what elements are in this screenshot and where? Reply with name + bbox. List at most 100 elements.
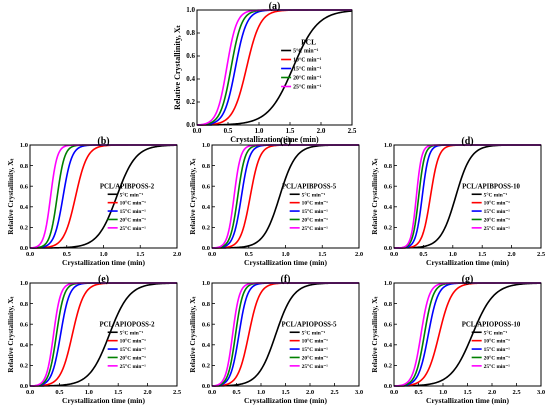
y-tick-label: 1.0 [20, 142, 28, 149]
series-line [211, 282, 359, 387]
x-tick-label: 0.5 [419, 251, 428, 258]
panel-letter: (g) [462, 274, 474, 285]
y-tick-label: 0.6 [186, 52, 195, 60]
y-tick-label: 0.6 [20, 321, 29, 328]
y-tick-label: 0.0 [384, 383, 392, 390]
y-tick-label: 0.2 [384, 363, 392, 370]
series-line [29, 144, 177, 249]
legend-label: 10°C min⁻¹ [120, 338, 147, 345]
x-tick-label: 1.0 [85, 389, 93, 396]
y-tick-label: 0.6 [384, 321, 393, 328]
panel-d: 0.0 0.5 1.0 1.5 2.0 2.50.00.20.40.60.81.0Crys… [371, 136, 546, 267]
legend-label: 25°C min⁻¹ [302, 363, 329, 370]
legend-label: 25°C min⁻¹ [484, 225, 511, 232]
panel-a: 0.0 0.5 1.0 1.5 2.0 2.50.00.20.40.60.81.0Crys… [173, 1, 357, 144]
legend-label: 25°C min⁻¹ [120, 225, 147, 232]
plot-frame [196, 9, 353, 126]
x-axis-label: Crystallization time (min) [426, 396, 509, 405]
legend-label: 20°C min⁻¹ [302, 354, 329, 361]
y-tick-label: 0.0 [20, 383, 28, 390]
x-tick-label: 0.5 [55, 389, 64, 396]
y-tick-label: 0.4 [186, 75, 195, 83]
panel-letter: (f) [281, 274, 291, 285]
y-axis-label: Relative Crystallinity, Xₜ [371, 158, 379, 234]
series-line [30, 282, 178, 387]
x-tick-label: 0.0 [390, 251, 398, 258]
x-tick-label: 2.5 [512, 389, 521, 396]
x-tick-label: 0.5 [245, 251, 254, 258]
y-tick-label: 0.2 [20, 225, 28, 232]
x-tick-label: 3.0 [537, 389, 545, 396]
y-tick-label: 0.4 [384, 204, 393, 211]
y-tick-label: 0.6 [20, 183, 29, 190]
legend-label: 15°C min⁻¹ [302, 346, 329, 353]
y-axis-label: Relative Crystallinity, Xₜ [7, 158, 15, 234]
series-line [196, 9, 352, 126]
y-tick-label: 0.4 [20, 342, 29, 349]
x-tick-label: 1.5 [463, 389, 472, 396]
x-axis-label: Crystallization time (min) [426, 258, 509, 267]
y-tick-label: 1.0 [202, 142, 210, 149]
y-tick-label: 0.0 [384, 245, 392, 252]
y-tick-label: 0.2 [186, 98, 195, 106]
sample-label: PCL/APIBPOSS-2 [100, 183, 155, 190]
y-axis-label: Relative Crystallinity, Xₜ [189, 158, 197, 234]
legend-label: 15°C min⁻¹ [484, 208, 511, 215]
x-tick-label: 1.5 [114, 389, 123, 396]
legend-label: 10°C min⁻¹ [484, 200, 511, 207]
sample-label: PCL/APIOPOSS-2 [99, 321, 155, 328]
y-tick-label: 1.0 [384, 142, 392, 149]
legend-label: 10°C min⁻¹ [302, 338, 329, 345]
legend-label: 5°C min⁻¹ [120, 329, 144, 336]
x-tick-label: 0.0 [193, 127, 202, 135]
legend-label: 15°C min⁻¹ [302, 208, 329, 215]
legend-label: 20°C min⁻¹ [120, 216, 147, 223]
legend-label: 10°C min⁻¹ [484, 338, 511, 345]
x-tick-label: 0.0 [390, 389, 398, 396]
y-axis-label: Relative Crystallinity, Xₜ [173, 24, 182, 109]
x-tick-label: 1.5 [478, 251, 487, 258]
series-line [30, 144, 178, 249]
series-line [197, 10, 353, 126]
x-tick-label: 2.0 [144, 389, 152, 396]
panel-letter: (d) [461, 136, 473, 147]
series-line [29, 282, 177, 387]
x-axis-label: Crystallization time (min) [244, 258, 327, 267]
series-line [211, 282, 359, 387]
legend-label: 15°C min⁻¹ [120, 346, 147, 353]
x-tick-label: 0.0 [208, 251, 216, 258]
y-tick-label: 0.6 [202, 321, 211, 328]
x-tick-label: 1.0 [99, 251, 107, 258]
panel-c: 0.0 0.5 1.0 1.5 2.00.00.20.40.60.81.0Crystal… [189, 136, 363, 267]
y-tick-label: 0.0 [202, 383, 210, 390]
x-axis-label: Crystallization time (min) [62, 396, 145, 405]
y-axis-label: Relative Crystallinity, Xₜ [371, 296, 379, 372]
legend-label: 20°C min⁻¹ [484, 216, 511, 223]
x-tick-label: 0.0 [26, 389, 34, 396]
y-tick-label: 0.0 [20, 245, 28, 252]
x-tick-label: 1.0 [281, 251, 289, 258]
x-tick-label: 2.5 [537, 251, 546, 258]
x-tick-label: 2.0 [173, 251, 181, 258]
x-tick-label: 1.0 [255, 127, 264, 135]
legend-label: 5°C min⁻¹ [120, 191, 144, 198]
y-tick-label: 0.8 [186, 29, 195, 37]
legend-label: 20°C min⁻¹ [120, 354, 147, 361]
y-tick-label: 0.4 [20, 204, 29, 211]
legend-label: 10°C min⁻¹ [293, 57, 321, 64]
x-tick-label: 2.0 [488, 389, 496, 396]
y-tick-label: 0.6 [202, 183, 211, 190]
y-tick-label: 0.6 [384, 183, 393, 190]
legend-label: 5°C min⁻¹ [484, 191, 508, 198]
legend-label: 15°C min⁻¹ [120, 208, 147, 215]
legend-label: 20°C min⁻¹ [302, 216, 329, 223]
series-line [29, 282, 177, 387]
x-tick-label: 1.5 [136, 251, 145, 258]
x-tick-label: 0.5 [63, 251, 72, 258]
sample-label: PCL/APIOPOSS-5 [281, 321, 337, 328]
x-tick-label: 2.0 [306, 389, 314, 396]
y-tick-label: 0.2 [20, 363, 28, 370]
y-tick-label: 0.2 [202, 363, 210, 370]
